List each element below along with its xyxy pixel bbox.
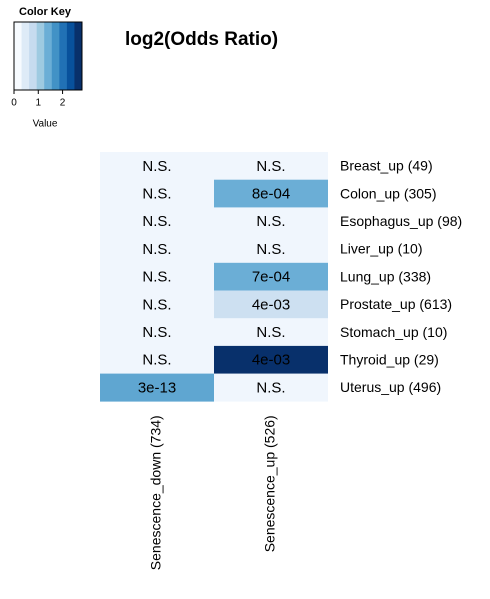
color-key-label: Value [33,119,58,130]
cell-label: 4e-03 [252,352,290,369]
cell-label: N.S. [256,324,285,341]
cell-label: N.S. [142,158,171,175]
cell-label: N.S. [256,158,285,175]
color-key-tick-label: 0 [11,98,17,109]
cell-label: 4e-03 [252,296,290,313]
cell-label: N.S. [142,296,171,313]
cell-label: 8e-04 [252,186,290,203]
heatmap-cell [100,152,214,180]
cell-label: 3e-13 [138,379,176,396]
color-key-frame [13,21,83,91]
color-key-swatch [51,22,60,90]
cell-label: N.S. [256,379,285,396]
heatmap-cell [214,179,328,208]
color-key-tick-label: 2 [60,98,66,109]
heatmap-cell [214,207,328,236]
heatmap-cell [100,262,214,291]
row-label: Stomach_up (10) [340,324,447,340]
heatmap-cell [100,290,214,319]
color-key-swatch [59,22,68,90]
heatmap-cell [100,179,214,208]
row-label: Colon_up (305) [340,185,437,201]
cell-label: N.S. [142,241,171,258]
chart-title: log2(Odds Ratio) [125,29,278,50]
row-label: Prostate_up (613) [340,296,452,312]
cell-label: N.S. [142,324,171,341]
cell-label: N.S. [256,241,285,258]
row-label: Uterus_up (496) [340,379,441,395]
heatmap-cell [214,345,328,374]
heatmap-cell [214,152,328,180]
row-label: Breast_up (49) [340,158,433,174]
cell-label: N.S. [142,186,171,203]
color-key-swatch [44,22,53,90]
heatmap-cell [100,207,214,236]
heatmap-cell [214,262,328,291]
cell-label: N.S. [256,213,285,230]
color-key-swatch [21,22,30,90]
cell-label: 7e-04 [252,269,290,286]
heatmap-cell [214,290,328,319]
cell-label: N.S. [142,269,171,286]
row-label: Esophagus_up (98) [340,213,462,229]
row-label: Thyroid_up (29) [340,351,439,367]
color-key-swatch [36,22,45,90]
heatmap-cell [214,373,328,402]
color-key-swatch [29,22,37,90]
cell-label: N.S. [142,352,171,369]
color-key-swatch [66,22,75,90]
color-key-swatch [74,22,83,90]
column-label: Senescence_up (526) [262,415,278,552]
heatmap-cell [214,318,328,347]
color-key-swatch [14,22,22,90]
heatmap-cell [100,345,214,374]
column-label: Senescence_down (734) [148,415,164,570]
color-key-tick-label: 1 [36,98,42,109]
heatmap-cell [214,235,328,264]
heatmap-cell [100,318,214,347]
heatmap-cell [100,373,214,402]
row-label: Liver_up (10) [340,241,423,257]
row-label: Lung_up (338) [340,268,431,284]
heatmap-cell [100,235,214,264]
color-key-title: Color Key [19,6,72,18]
cell-label: N.S. [142,213,171,230]
